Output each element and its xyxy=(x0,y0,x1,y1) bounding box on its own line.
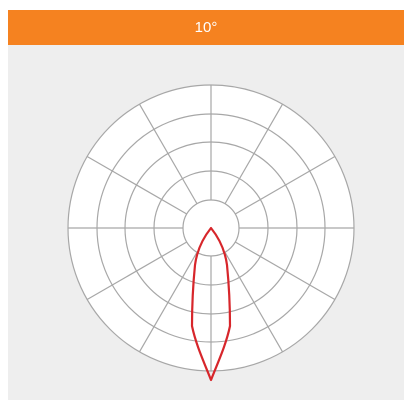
spoke xyxy=(234,155,336,215)
spoke xyxy=(138,103,198,205)
header: 10° xyxy=(8,10,404,45)
spoke xyxy=(86,241,188,301)
beam-curve xyxy=(190,226,232,382)
spoke xyxy=(138,251,198,353)
spoke xyxy=(234,241,336,301)
spoke xyxy=(224,103,284,205)
spoke xyxy=(86,155,188,215)
spoke xyxy=(224,251,284,353)
